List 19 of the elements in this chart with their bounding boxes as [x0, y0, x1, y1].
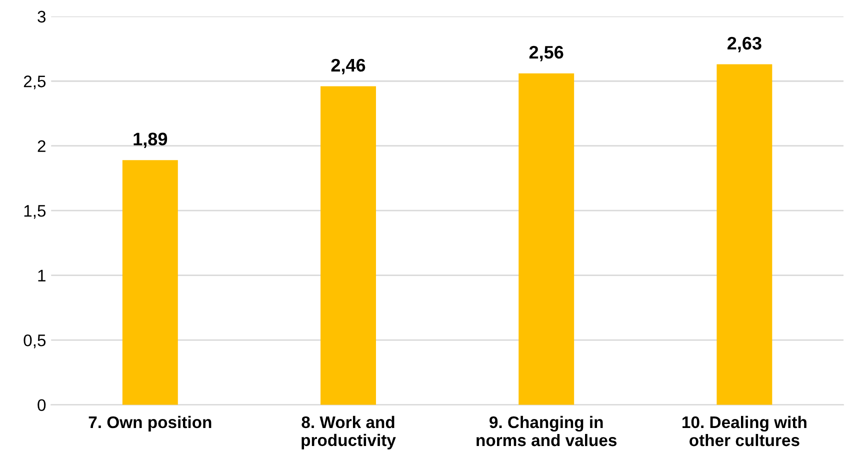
data-label: 1,89 — [134, 132, 168, 148]
y-tick-label: 1 — [38, 270, 46, 282]
y-tick-label: 2,5 — [24, 76, 46, 90]
x-tick-label: 9. Changing in norms and values — [476, 416, 617, 446]
data-label: 2,63 — [727, 36, 762, 52]
y-tick-label: 3 — [38, 10, 46, 23]
y-tick-label: 0,5 — [24, 334, 46, 348]
y-tick-label: 2 — [38, 140, 46, 152]
bar — [518, 73, 574, 405]
x-tick-label: 8. Work and productivity — [302, 416, 396, 450]
bar — [716, 64, 772, 405]
data-label: 2,46 — [331, 58, 366, 74]
x-tick-label: 10. Dealing with other cultures — [682, 416, 806, 446]
y-tick-label: 0 — [38, 399, 46, 412]
data-label: 2,56 — [529, 46, 564, 62]
bar — [122, 160, 178, 405]
bar — [320, 86, 376, 405]
y-tick-label: 1,5 — [24, 205, 46, 219]
x-tick-label: 7. Own position — [88, 416, 212, 432]
